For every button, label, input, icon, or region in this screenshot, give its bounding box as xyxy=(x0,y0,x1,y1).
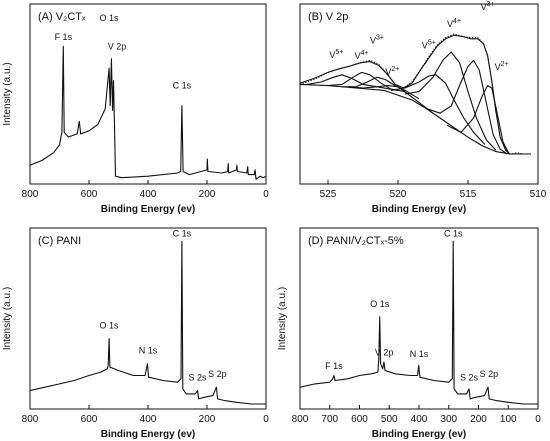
x-tick-label: 500 xyxy=(381,414,398,425)
x-tick-label: 0 xyxy=(535,414,541,425)
plot-frame xyxy=(299,3,539,185)
y-axis-label: Intensity (a.u.) xyxy=(2,287,13,350)
peak-label: C 1s xyxy=(444,228,463,238)
peak-label: S 2p xyxy=(480,369,499,379)
x-tick-label: 200 xyxy=(470,414,487,425)
x-axis-label: Binding Energy (ev) xyxy=(372,429,466,440)
peak-label: V5+ xyxy=(422,39,436,50)
peak-label: S 2s xyxy=(460,373,479,383)
x-tick-label: 510 xyxy=(530,189,547,200)
peak-label: V 2p xyxy=(375,347,394,357)
series-group xyxy=(30,240,266,405)
peak-label: V2+ xyxy=(385,66,399,77)
x-tick-label: 400 xyxy=(140,414,157,425)
peak-label: V4+ xyxy=(355,50,369,61)
x-tick-label: 100 xyxy=(500,414,517,425)
x-tick-label: 200 xyxy=(199,414,216,425)
series-line-v4-2p1-2- xyxy=(327,71,406,93)
peak-label: V3+ xyxy=(370,35,384,46)
series-line-v2-2p1-2- xyxy=(348,85,434,114)
series-line-baseline xyxy=(300,83,531,155)
peak-label: V4+ xyxy=(447,18,461,29)
series-line-v4-2p3-2- xyxy=(404,51,497,151)
x-tick-label: 800 xyxy=(292,414,309,425)
peak-label: V2+ xyxy=(495,61,509,72)
peak-label: O 1s xyxy=(100,13,120,23)
peak-label: V 2p xyxy=(108,41,127,51)
peak-label: S 2s xyxy=(189,373,208,383)
x-tick-label: 200 xyxy=(199,189,216,200)
panel-b: 525 520 515 510 Binding Energy (ev) (B) V 2p V… xyxy=(299,1,547,215)
series-group xyxy=(300,33,531,155)
series-line-v3-2p1-2- xyxy=(342,76,420,100)
series-line-v5-2p3-2- xyxy=(390,74,486,145)
peak-label: N 1s xyxy=(410,349,429,359)
x-tick-label: 600 xyxy=(81,414,98,425)
series-line-spectrum xyxy=(30,240,266,405)
x-tick-label: 800 xyxy=(22,414,39,425)
series-line-v2-2p3-2- xyxy=(446,85,510,154)
x-axis-label: Binding Energy (ev) xyxy=(372,204,466,215)
x-tick-label: 520 xyxy=(390,189,407,200)
x-tick-label: 600 xyxy=(351,414,368,425)
x-tick-label: 700 xyxy=(321,414,338,425)
y-axis-label: Intensity (a.u.) xyxy=(2,62,13,125)
peak-label: C 1s xyxy=(173,81,192,91)
panel-c: 800 600 400 200 0 Binding Energy (ev) Intensit… xyxy=(2,227,269,440)
x-tick-label: 800 xyxy=(22,189,39,200)
series-line-v3-2p3-2- xyxy=(425,59,508,155)
x-tick-label: 600 xyxy=(81,189,98,200)
plot-frame xyxy=(29,227,267,410)
peak-label: O 1s xyxy=(100,321,120,331)
panel-title: (B) V 2p xyxy=(308,11,348,23)
panel-title: (D) PANI/V₂CTₓ-5% xyxy=(308,235,404,247)
peak-label: O 1s xyxy=(370,299,390,309)
peak-label: C 1s xyxy=(173,228,192,238)
x-tick-label: 0 xyxy=(263,414,269,425)
series-line-spectrum xyxy=(300,240,538,405)
plot-frame xyxy=(29,3,267,185)
x-tick-label: 400 xyxy=(140,189,157,200)
peak-label: N 1s xyxy=(139,346,158,356)
peak-label: F 1s xyxy=(325,361,343,371)
series-line-spectrum xyxy=(30,45,266,180)
peak-label: S 2p xyxy=(208,369,227,379)
x-axis-label: Binding Energy (ev) xyxy=(101,204,195,215)
peak-label: V5+ xyxy=(329,49,343,60)
x-tick-label: 525 xyxy=(320,189,337,200)
x-tick-label: 0 xyxy=(263,189,269,200)
x-tick-label: 300 xyxy=(440,414,457,425)
x-axis-label: Binding Energy (ev) xyxy=(101,429,195,440)
y-axis-label: Intensity (a.u.) xyxy=(277,287,288,350)
panel-title: (A) V₂CTₓ xyxy=(38,11,86,23)
series-line-v5-2p1-2- xyxy=(306,74,399,91)
series-group xyxy=(300,240,538,405)
x-tick-label: 515 xyxy=(460,189,477,200)
plot-frame xyxy=(299,227,539,410)
peak-label: F 1s xyxy=(55,32,73,42)
x-tick-label: 400 xyxy=(411,414,428,425)
series-line-fit xyxy=(300,34,531,155)
panel-a: 800 600 400 200 0 Binding Energy (ev) Intensit… xyxy=(2,3,269,215)
series-group xyxy=(30,45,266,180)
panel-d: 800 700 600 500 400 300 200 100 0 Binding Energy … xyxy=(277,227,541,440)
panel-title: (C) PANI xyxy=(38,235,81,247)
peak-label: V3+ xyxy=(481,1,495,12)
